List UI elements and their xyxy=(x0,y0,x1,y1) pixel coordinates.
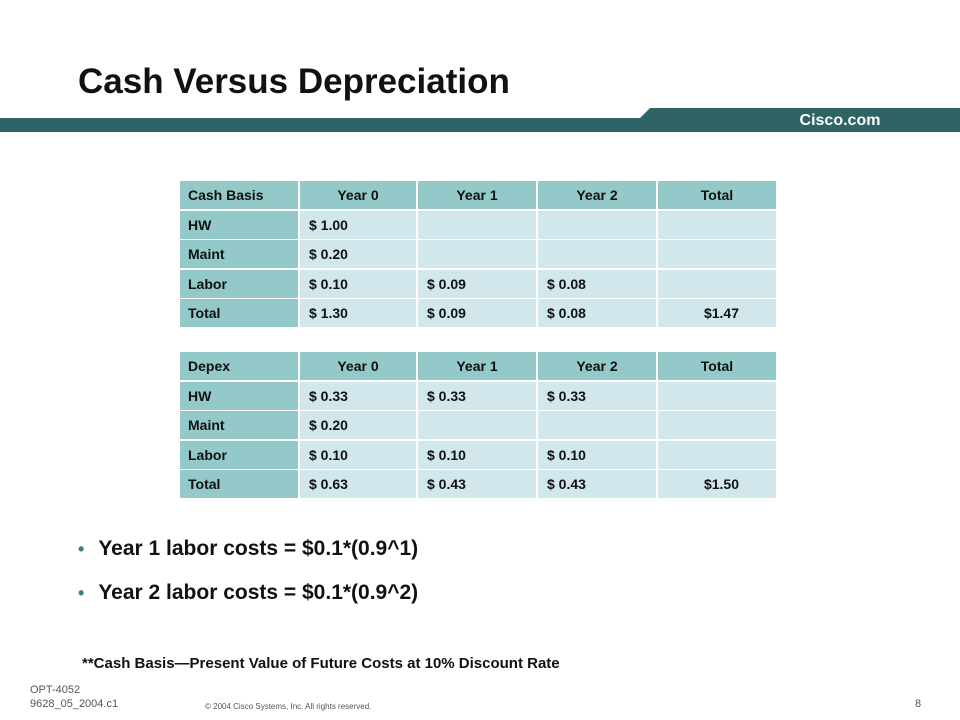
table-cell: $1.47 xyxy=(658,299,776,327)
bullet-text: Year 1 labor costs = $0.1*(0.9^1) xyxy=(98,537,419,560)
table-cell: Labor xyxy=(180,440,298,469)
table-cell: Depex xyxy=(180,352,298,380)
table-cell: $ 1.30 xyxy=(300,299,416,327)
table-cell xyxy=(538,411,656,439)
table-cell xyxy=(538,240,656,268)
table-cell: $ 0.43 xyxy=(538,470,656,498)
slide-title: Cash Versus Depreciation xyxy=(78,62,510,101)
table-cell xyxy=(658,210,776,239)
table-cell: $ 0.63 xyxy=(300,470,416,498)
table-cell xyxy=(418,411,536,439)
table-cell xyxy=(658,269,776,298)
table-cell: $ 0.10 xyxy=(300,269,416,298)
table-cell: $ 0.33 xyxy=(418,381,536,410)
table-cell xyxy=(418,210,536,239)
table-cell: $ 0.33 xyxy=(300,381,416,410)
table-cell: $ 0.43 xyxy=(418,470,536,498)
bullet: • Year 1 labor costs = $0.1*(0.9^1) xyxy=(78,537,419,560)
table-cell: $ 0.10 xyxy=(538,440,656,469)
table-cell: $ 0.33 xyxy=(538,381,656,410)
table-cell: Year 2 xyxy=(538,181,656,209)
table-cell: Year 0 xyxy=(300,352,416,380)
table-cell: Year 2 xyxy=(538,352,656,380)
table-cell: Cash Basis xyxy=(180,181,298,209)
bullet-text: Year 2 labor costs = $0.1*(0.9^2) xyxy=(98,581,419,604)
footer-id: 9628_05_2004.c1 xyxy=(30,698,119,710)
footer-code: OPT-4052 xyxy=(30,684,81,696)
table-cell: Maint xyxy=(180,240,298,268)
table-cell: Year 0 xyxy=(300,181,416,209)
table-cell xyxy=(658,411,776,439)
table-cell xyxy=(538,210,656,239)
table-cell: Maint xyxy=(180,411,298,439)
table-cell: Total xyxy=(658,352,776,380)
table-cell xyxy=(658,440,776,469)
table-cell xyxy=(418,240,536,268)
table-cell xyxy=(658,381,776,410)
table-cell: Total xyxy=(180,470,298,498)
copyright: © 2004 Cisco Systems, Inc. All rights re… xyxy=(205,702,372,711)
table-cell: Year 1 xyxy=(418,181,536,209)
table-cell xyxy=(658,240,776,268)
table-cell: $ 0.10 xyxy=(300,440,416,469)
page-number: 8 xyxy=(915,698,922,710)
table-cell: Total xyxy=(180,299,298,327)
table-cell: Labor xyxy=(180,269,298,298)
table-cell: Total xyxy=(658,181,776,209)
table-cell: Year 1 xyxy=(418,352,536,380)
logo-text: Cisco.com xyxy=(800,112,881,129)
footnote: **Cash Basis—Present Value of Future Cos… xyxy=(82,655,560,672)
table-cell: $ 0.10 xyxy=(418,440,536,469)
header-band: Cisco.com xyxy=(0,108,960,132)
table-cell: $ 0.09 xyxy=(418,269,536,298)
table-cell: $ 0.09 xyxy=(418,299,536,327)
table-cell: HW xyxy=(180,381,298,410)
table-cell: $ 0.08 xyxy=(538,299,656,327)
bullet: • Year 2 labor costs = $0.1*(0.9^2) xyxy=(78,581,419,604)
table-cell: $ 1.00 xyxy=(300,210,416,239)
table-cell: HW xyxy=(180,210,298,239)
table-cell: $ 0.20 xyxy=(300,411,416,439)
table-cell: $ 0.20 xyxy=(300,240,416,268)
table-cell: $1.50 xyxy=(658,470,776,498)
table-cell: $ 0.08 xyxy=(538,269,656,298)
